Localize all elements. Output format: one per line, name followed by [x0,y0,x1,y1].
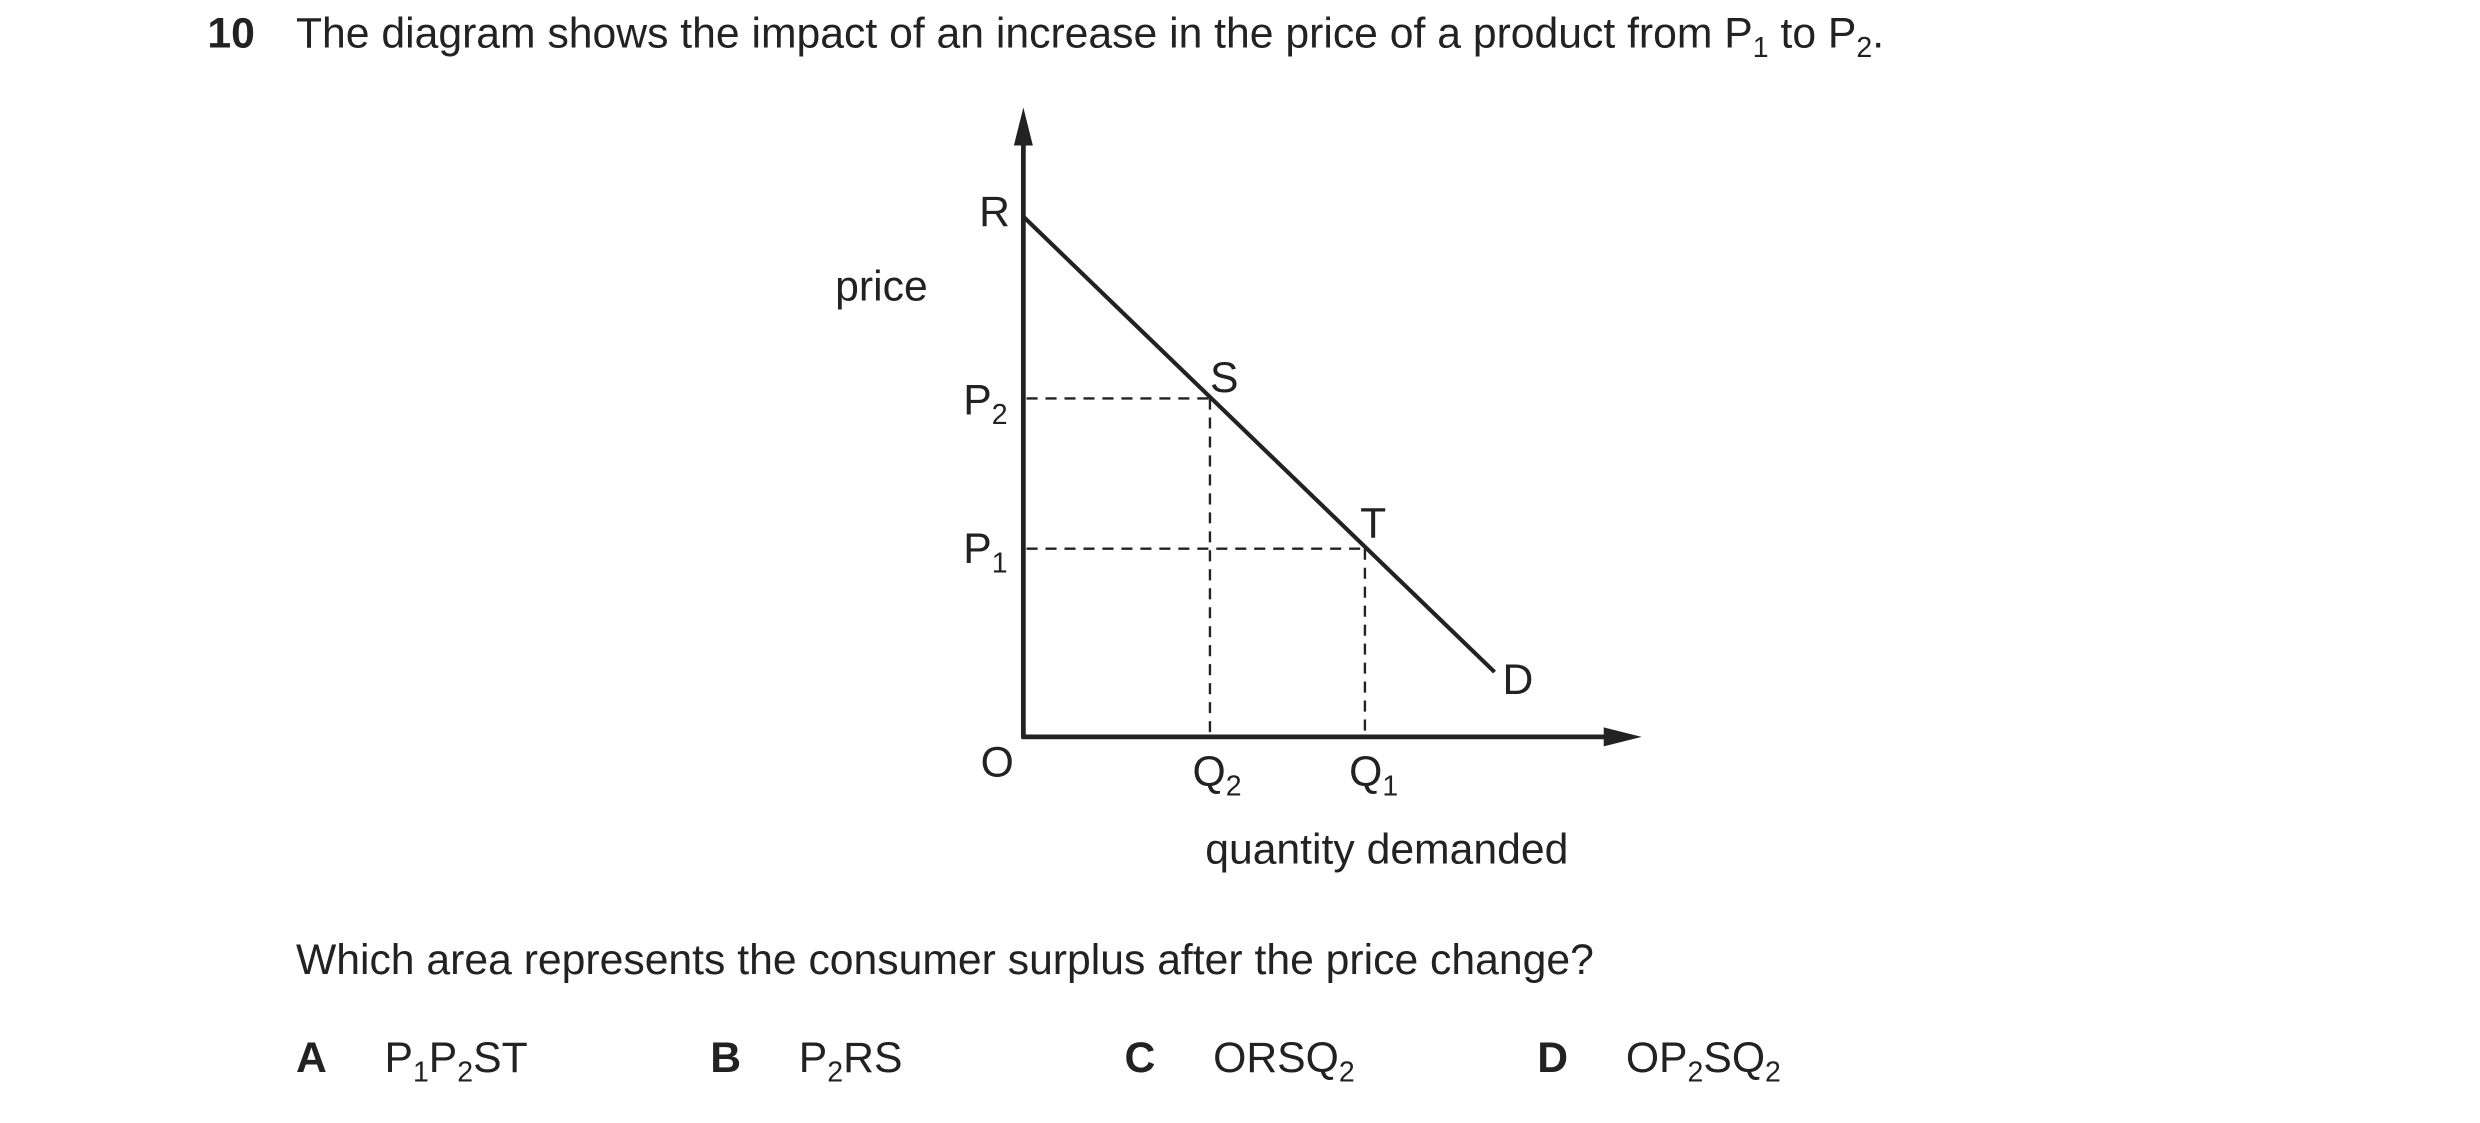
text-segment: P [429,1034,457,1082]
x-axis-label: quantity demanded [1205,825,1568,873]
subscript: 2 [1339,1057,1355,1089]
diagram-lines [1013,107,1642,747]
text-segment: The diagram shows the impact of an incre… [296,9,1753,57]
y-axis-arrow [1013,107,1033,146]
subscript: 2 [457,1057,473,1089]
subscript: 2 [1765,1057,1781,1089]
price-label: P1 [963,525,1007,579]
text-segment: P [963,376,991,424]
subscript: 1 [1382,770,1398,802]
price-label: P2 [963,376,1007,430]
text-segment: P [385,1034,413,1082]
question-number: 10 [207,9,254,57]
text-segment: OP [1626,1034,1688,1082]
quantity-label: Q2 [1193,748,1242,802]
option-text: ORSQ2 [1213,1034,1355,1088]
demand-curve [1021,215,1497,674]
subscript: 1 [1753,32,1769,64]
dashed-guides [1026,397,1367,734]
text-segment: SQ [1703,1034,1765,1082]
point-label: R [979,188,1010,236]
text-segment: RS [843,1034,902,1082]
question-stem: The diagram shows the impact of an incre… [296,9,1884,63]
subscript: 2 [1856,32,1872,64]
text-segment: P [963,525,991,573]
text-segment: P [799,1034,827,1082]
y-axis-label: price [835,262,928,310]
text-segment: to P [1769,9,1857,57]
subscript: 1 [992,547,1008,579]
text-segment: . [1872,9,1884,57]
text-segment: Q [1193,748,1226,796]
question-prompt: Which area represents the consumer surpl… [296,936,1594,984]
subscript: 2 [827,1057,843,1089]
option-text: OP2SQ2 [1626,1034,1781,1088]
option-letter: B [710,1034,741,1082]
text-segment: Q [1349,748,1382,796]
point-label: D [1503,656,1534,704]
subscript: 2 [1688,1057,1704,1089]
subscript: 2 [1226,770,1242,802]
quantity-label: Q1 [1349,748,1398,802]
text-segment: ORSQ [1213,1034,1339,1082]
option-letter: D [1537,1034,1568,1082]
option-letter: C [1125,1034,1156,1082]
text-segment: ST [473,1034,528,1082]
x-axis-arrow [1603,727,1642,747]
point-label: T [1360,500,1386,548]
point-label: S [1210,354,1238,402]
subscript: 1 [413,1057,429,1089]
option-letter: A [296,1034,327,1082]
origin-label: O [981,738,1014,786]
option-text: P2RS [799,1034,903,1088]
option-text: P1P2ST [385,1034,528,1088]
subscript: 2 [992,399,1008,431]
